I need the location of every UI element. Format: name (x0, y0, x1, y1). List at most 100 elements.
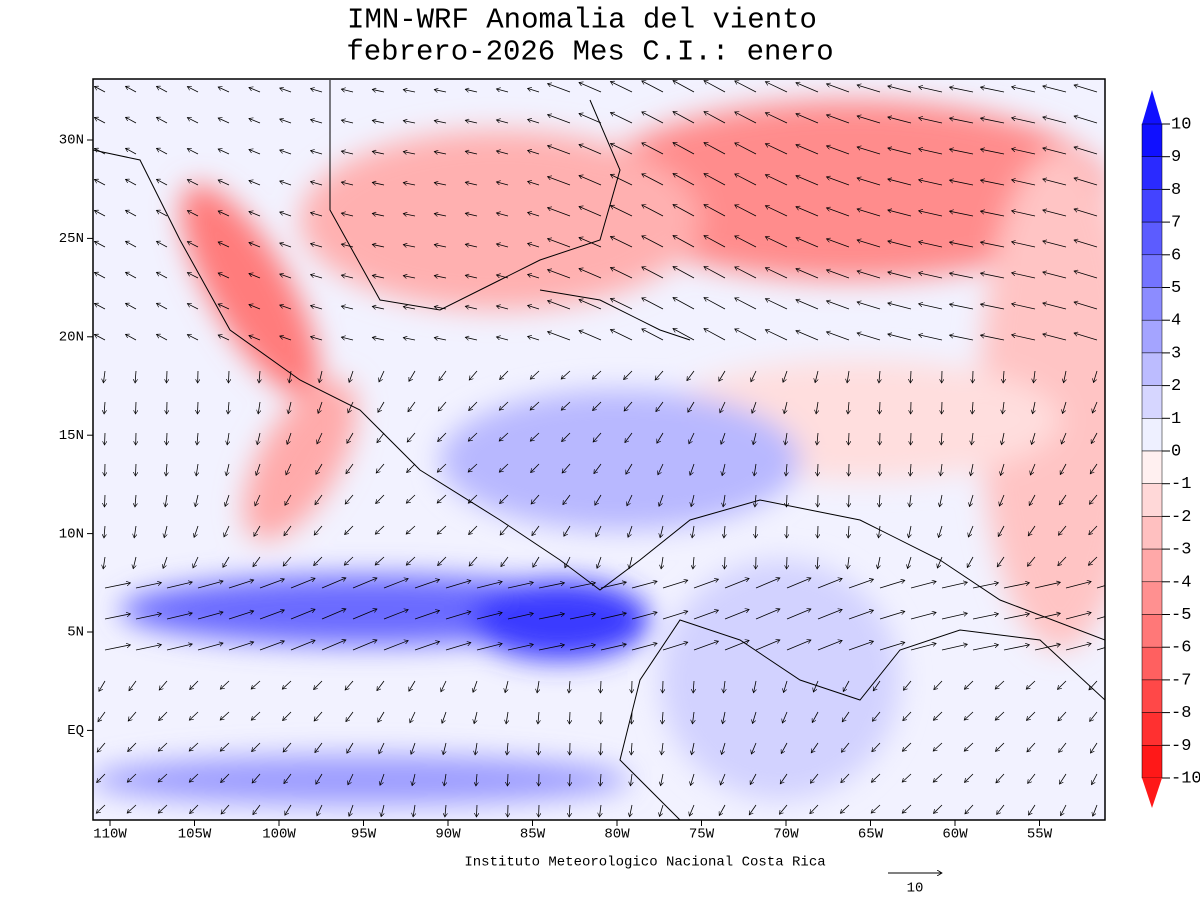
wind-vector (187, 242, 199, 248)
wind-vector (1026, 680, 1036, 689)
wind-vector (499, 401, 509, 410)
wind-vector (499, 432, 509, 441)
wind-vector (594, 463, 602, 474)
wind-vector (469, 556, 478, 566)
wind-vector (735, 267, 757, 279)
wind-vector (879, 611, 905, 620)
wind-vector (848, 525, 849, 538)
wind-vector (403, 214, 416, 216)
wind-vector (377, 432, 385, 443)
wind-vector (659, 494, 664, 506)
wind-vector (569, 680, 570, 693)
wind-vector (857, 240, 881, 248)
wind-vector (693, 556, 694, 569)
wind-vector (465, 337, 478, 340)
wind-vector (1093, 370, 1098, 382)
colorbar-box (1141, 581, 1163, 615)
wind-vector (469, 370, 478, 380)
wind-vector (1060, 463, 1067, 475)
wind-vector (528, 305, 540, 310)
wind-vector (910, 463, 911, 476)
wind-vector (538, 614, 564, 620)
wind-vector (964, 711, 974, 720)
wind-vector (218, 304, 230, 310)
wind-vector (548, 332, 571, 341)
wind-vector (631, 742, 632, 755)
wind-vector (226, 463, 229, 476)
colorbar-label: -5 (1171, 606, 1191, 625)
wind-vector (104, 525, 105, 538)
wind-vector (288, 401, 291, 414)
wind-vector (704, 143, 726, 155)
wind-vector (817, 432, 818, 445)
wind-vector (673, 81, 695, 93)
wind-vector (1043, 334, 1067, 341)
wind-vector (903, 680, 912, 690)
wind-vector (1012, 118, 1036, 124)
wind-vector (642, 81, 664, 93)
wind-vector (625, 463, 633, 474)
wind-vector (528, 243, 540, 248)
wind-vector (187, 273, 199, 279)
wind-vector (841, 742, 850, 752)
wind-vector (379, 742, 385, 754)
wind-vector (103, 370, 105, 383)
wind-vector (872, 711, 881, 721)
colorbar-box (1141, 221, 1163, 256)
wind-vector (724, 640, 749, 651)
wind-vector (848, 432, 849, 445)
wind-vector (972, 583, 998, 589)
wind-vector (475, 742, 477, 755)
wind-vector (910, 370, 911, 383)
wind-vector (372, 151, 385, 154)
wind-vector (735, 329, 757, 341)
subtitle: febrero-2026 Mes C.I.: enero (346, 36, 833, 69)
wind-vector (196, 463, 198, 476)
wind-vector (255, 494, 261, 506)
wind-vector (218, 211, 230, 217)
wind-vector (344, 556, 354, 565)
wind-vector (310, 182, 323, 186)
wind-vector (341, 275, 354, 278)
wind-vector (166, 613, 192, 620)
wind-vector (765, 330, 788, 341)
wind-vector (579, 175, 602, 186)
wind-vector (980, 242, 1005, 248)
wind-vector (755, 525, 756, 538)
wind-vector (496, 306, 509, 310)
wind-vector (104, 494, 105, 507)
colorbar-box (1141, 646, 1163, 681)
wind-vector (280, 336, 292, 341)
wind-vector (411, 742, 416, 754)
colorbar-label: 3 (1171, 344, 1181, 363)
wind-vector (888, 117, 912, 124)
wind-vector (218, 335, 230, 341)
wind-vector (765, 113, 788, 124)
wind-vector (879, 401, 880, 414)
wind-vector (937, 556, 943, 568)
wind-vector (345, 494, 354, 504)
wind-vector (1093, 804, 1098, 816)
wind-vector (1092, 401, 1098, 413)
wind-vector (642, 143, 664, 155)
wind-vector (1012, 242, 1036, 248)
wind-vector (826, 239, 850, 248)
wind-vector (164, 525, 167, 538)
lat-label: 15N (59, 428, 84, 444)
wind-vector (187, 87, 199, 93)
wind-vector (310, 151, 323, 155)
wind-vector (888, 210, 912, 217)
wind-vector (468, 432, 478, 441)
wind-vector (593, 432, 602, 442)
wind-vector (465, 120, 478, 123)
wind-vector (548, 301, 571, 310)
wind-vector (249, 304, 261, 310)
wind-vector (755, 494, 756, 507)
wind-vector (949, 180, 974, 186)
wind-vector (434, 183, 447, 185)
wind-vector (796, 238, 819, 248)
wind-vector (465, 151, 478, 154)
lon-label: 85W (520, 827, 546, 843)
wind-vector (158, 804, 168, 813)
wind-vector (949, 273, 974, 279)
